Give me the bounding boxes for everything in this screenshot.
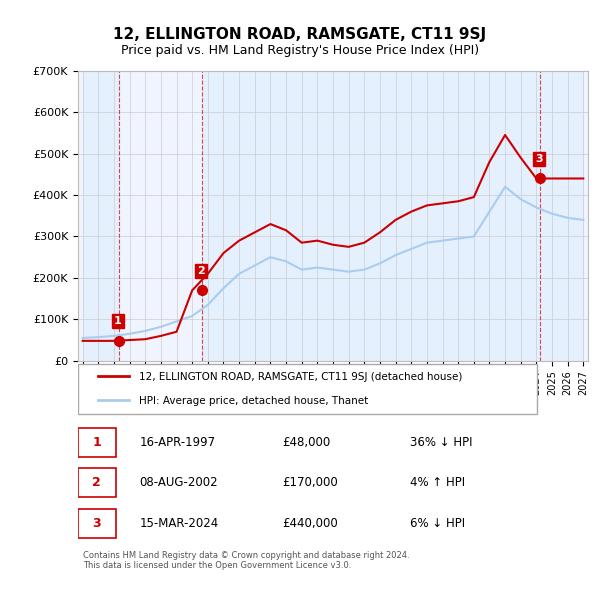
Text: 36% ↓ HPI: 36% ↓ HPI xyxy=(409,436,472,449)
Text: £440,000: £440,000 xyxy=(282,517,338,530)
FancyBboxPatch shape xyxy=(78,468,116,497)
Text: 6% ↓ HPI: 6% ↓ HPI xyxy=(409,517,464,530)
Bar xyxy=(202,71,539,360)
FancyBboxPatch shape xyxy=(78,428,116,457)
Text: 3: 3 xyxy=(92,517,101,530)
Text: 2: 2 xyxy=(92,476,101,489)
Text: 08-AUG-2002: 08-AUG-2002 xyxy=(139,476,218,489)
FancyBboxPatch shape xyxy=(78,509,116,538)
Text: 12, ELLINGTON ROAD, RAMSGATE, CT11 9SJ (detached house): 12, ELLINGTON ROAD, RAMSGATE, CT11 9SJ (… xyxy=(139,372,463,382)
Text: 15-MAR-2024: 15-MAR-2024 xyxy=(139,517,218,530)
Text: 1: 1 xyxy=(114,316,122,326)
Text: 3: 3 xyxy=(535,154,542,164)
Text: HPI: Average price, detached house, Thanet: HPI: Average price, detached house, Than… xyxy=(139,396,368,406)
Text: 12, ELLINGTON ROAD, RAMSGATE, CT11 9SJ: 12, ELLINGTON ROAD, RAMSGATE, CT11 9SJ xyxy=(113,27,487,41)
Text: £170,000: £170,000 xyxy=(282,476,338,489)
Text: 2: 2 xyxy=(197,266,205,276)
Text: 4% ↑ HPI: 4% ↑ HPI xyxy=(409,476,464,489)
Text: Contains HM Land Registry data © Crown copyright and database right 2024.
This d: Contains HM Land Registry data © Crown c… xyxy=(83,551,410,571)
Bar xyxy=(83,71,119,360)
Text: £48,000: £48,000 xyxy=(282,436,330,449)
Text: 16-APR-1997: 16-APR-1997 xyxy=(139,436,215,449)
Bar xyxy=(539,71,583,360)
Text: Price paid vs. HM Land Registry's House Price Index (HPI): Price paid vs. HM Land Registry's House … xyxy=(121,44,479,57)
Text: 1: 1 xyxy=(92,436,101,449)
FancyBboxPatch shape xyxy=(78,364,537,414)
